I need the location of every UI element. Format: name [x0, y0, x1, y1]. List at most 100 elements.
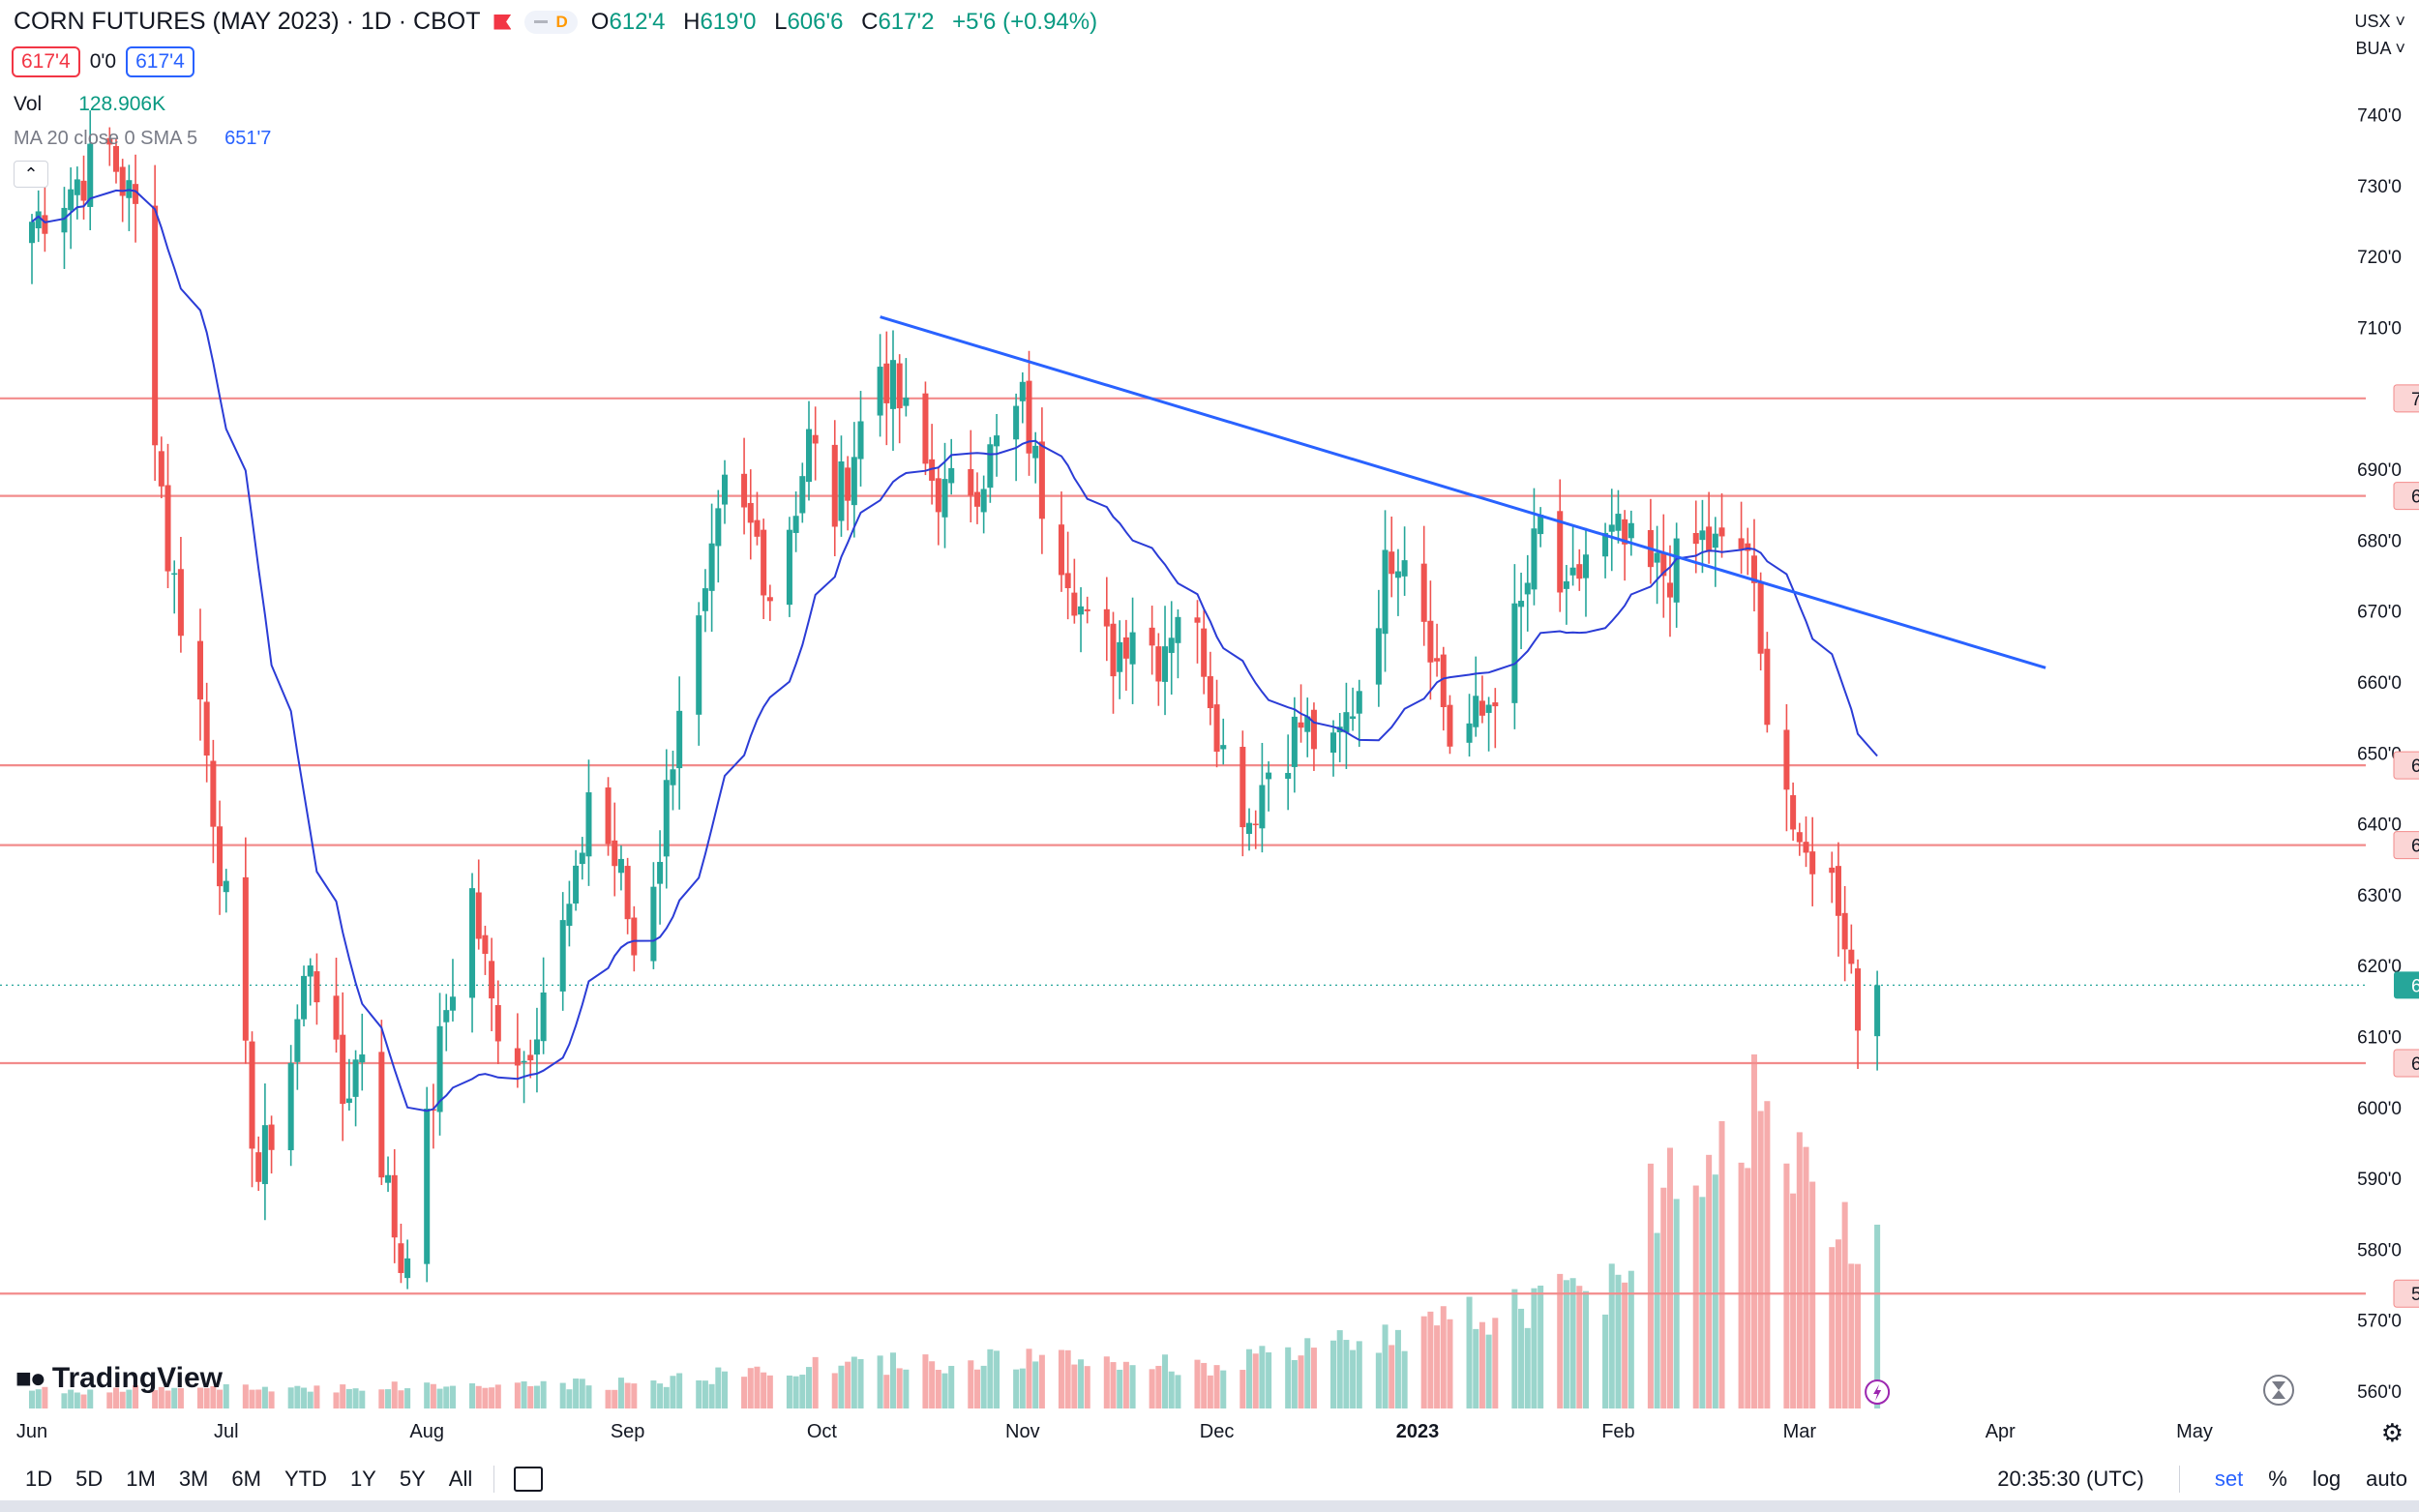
time-axis[interactable]: Jun Jul Aug Sep Oct Nov Dec 2023 Feb Mar Apr May	[16, 1375, 2294, 1442]
volume-bar	[314, 1385, 320, 1408]
flag-icon[interactable]	[493, 14, 512, 30]
horizontal-levels[interactable]	[0, 397, 2366, 1295]
candle	[1207, 651, 1213, 726]
volume-bar	[1401, 1350, 1408, 1408]
settings-gear-icon[interactable]: ⚙	[2380, 1418, 2404, 1447]
volume-bar	[352, 1388, 359, 1408]
price-tick-label: 570'0	[2357, 1312, 2402, 1332]
candle	[210, 739, 217, 864]
candle-body	[1259, 785, 1266, 829]
candle-body	[1266, 772, 1272, 780]
candle	[68, 167, 75, 250]
symbol-title[interactable]: CORN FUTURES (MAY 2023) · 1D · CBOT	[14, 8, 481, 35]
candle	[80, 155, 87, 220]
volume-bar	[1855, 1263, 1862, 1408]
range-3m-button[interactable]: 3M	[178, 1466, 209, 1491]
candle-body	[1401, 560, 1408, 577]
price-tick-label: 740'0	[2357, 106, 2402, 127]
candle	[345, 1058, 352, 1112]
range-ytd-button[interactable]: YTD	[284, 1466, 327, 1491]
candle	[1874, 970, 1881, 1071]
candle	[889, 330, 896, 451]
session-setting-button[interactable]: set	[2214, 1466, 2244, 1491]
candle-body	[883, 363, 890, 403]
candle	[261, 1082, 268, 1221]
percent-scale-button[interactable]: %	[2268, 1466, 2287, 1491]
candle	[314, 953, 320, 1025]
candle-body	[573, 865, 580, 904]
log-scale-button[interactable]: log	[2312, 1466, 2342, 1491]
calendar-icon[interactable]	[514, 1466, 544, 1492]
candle-body	[877, 367, 883, 416]
range-1y-button[interactable]: 1Y	[349, 1466, 376, 1491]
candle-body	[1538, 515, 1544, 535]
volume-bar	[112, 1387, 120, 1408]
candle	[1654, 525, 1660, 605]
volume-bar	[579, 1379, 585, 1408]
range-5d-button[interactable]: 5D	[75, 1466, 104, 1491]
candle	[1058, 491, 1064, 592]
range-5y-button[interactable]: 5Y	[399, 1466, 426, 1491]
level-price-label: 573'6	[2411, 1285, 2419, 1305]
candle	[573, 849, 580, 911]
trendline[interactable]	[880, 315, 2046, 669]
high-label: H	[683, 8, 701, 35]
candle-body	[1692, 532, 1699, 545]
price-tick-label: 670'0	[2357, 603, 2402, 623]
currency-selector[interactable]: USX ˅ BUA ˅	[2354, 8, 2405, 62]
candle-body	[1576, 564, 1583, 579]
volume-bar	[514, 1382, 521, 1408]
auto-scale-button[interactable]: auto	[2366, 1466, 2407, 1491]
candle-body	[359, 1054, 366, 1063]
candle	[1557, 479, 1564, 612]
sell-price-button[interactable]: 617'4	[12, 46, 80, 77]
candle-body	[941, 479, 948, 518]
volume-bar	[119, 1391, 126, 1408]
volume-bar	[1259, 1346, 1266, 1408]
candle	[1829, 851, 1836, 904]
candle	[223, 869, 229, 913]
candle-body	[1350, 716, 1357, 720]
price-chart[interactable]: 740'0 730'0 720'0 710'0 690'0 680'0 670'0 660'0…	[0, 0, 2419, 1457]
candle-body	[1745, 543, 1751, 551]
candle-body	[1440, 654, 1447, 708]
candle-body	[579, 852, 585, 865]
collapse-legend-button[interactable]: ⌃	[14, 161, 48, 188]
time-tick-label: Dec	[1200, 1421, 1235, 1442]
price-axis[interactable]: 740'0 730'0 720'0 710'0 690'0 680'0 670'0 660'0…	[2357, 106, 2419, 1403]
range-1m-button[interactable]: 1M	[126, 1466, 156, 1491]
range-1d-button[interactable]: 1D	[25, 1466, 53, 1491]
volume-bar	[1285, 1347, 1292, 1408]
buy-price-button[interactable]: 617'4	[126, 46, 194, 77]
candle	[196, 608, 203, 741]
clock-readout[interactable]: 20:35:30 (UTC)	[1997, 1466, 2144, 1491]
candle	[333, 957, 340, 1053]
level-price-label: 686'2	[2411, 488, 2419, 508]
candle-body	[1582, 554, 1589, 578]
candle-body	[1718, 527, 1725, 537]
volume-bar	[980, 1365, 987, 1408]
volume-bar	[845, 1361, 851, 1408]
range-all-button[interactable]: All	[448, 1466, 473, 1491]
candle-body	[398, 1243, 404, 1273]
volume-bar	[1032, 1361, 1039, 1408]
candle	[1291, 697, 1298, 793]
ma-legend[interactable]: MA 20 close 0 SMA 5 651'7	[14, 128, 271, 150]
candle	[352, 1050, 359, 1127]
range-6m-button[interactable]: 6M	[231, 1466, 261, 1491]
volume-bar	[1129, 1365, 1136, 1408]
candle	[158, 436, 164, 499]
time-tick-label: Jul	[214, 1421, 239, 1442]
volume-bar	[968, 1360, 974, 1408]
data-status-pill[interactable]: D	[524, 10, 578, 34]
volume-bar	[1447, 1319, 1453, 1408]
candle-body	[196, 640, 203, 700]
volume-bar	[1757, 1111, 1764, 1408]
volume-legend[interactable]: Vol 128.906K	[14, 93, 165, 116]
volume-bar	[877, 1355, 883, 1408]
candle	[1071, 558, 1078, 624]
currency-label[interactable]: USX ˅	[2354, 8, 2405, 35]
unit-label[interactable]: BUA ˅	[2354, 35, 2405, 62]
toolbar-right: 20:35:30 (UTC) set % log auto	[1997, 1465, 2407, 1493]
tradingview-logo[interactable]: ■● TradingView	[15, 1362, 223, 1395]
